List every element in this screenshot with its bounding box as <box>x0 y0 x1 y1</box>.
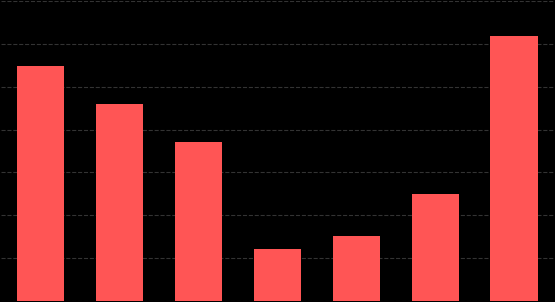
Bar <box>96 104 143 300</box>
Bar <box>254 249 301 300</box>
Bar <box>491 36 538 300</box>
Bar <box>17 66 64 300</box>
Bar <box>412 194 459 300</box>
Bar <box>332 236 380 300</box>
Bar <box>175 143 223 300</box>
